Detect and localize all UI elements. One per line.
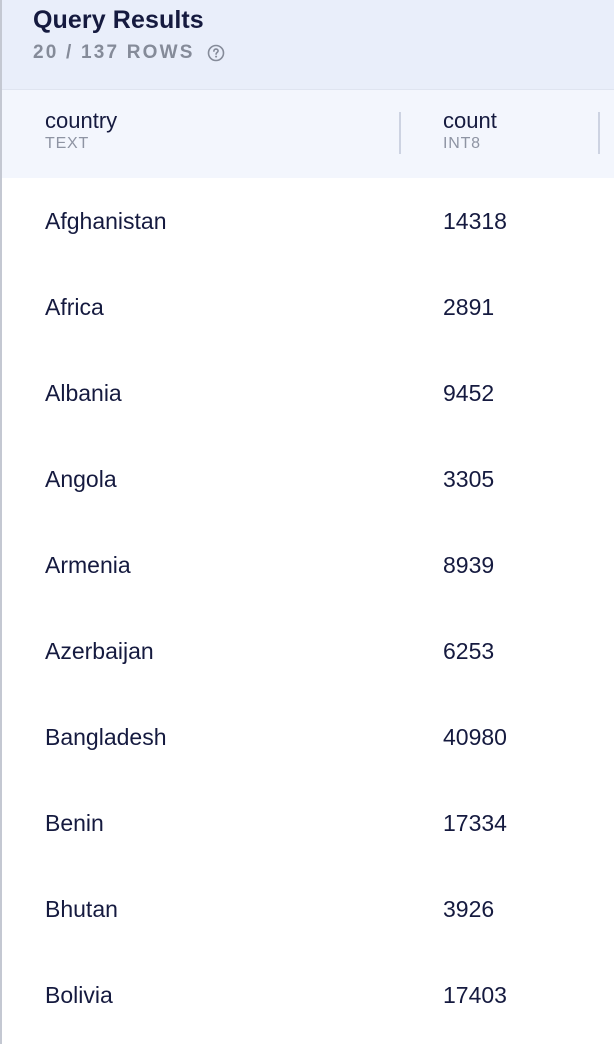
count-cell: 9452 xyxy=(443,380,495,406)
country-cell: Angola xyxy=(45,466,117,492)
row-count-label: 20 / 137 ROWS xyxy=(33,42,614,64)
results-table-body: Afghanistan 14318 Africa 2891 Albania 94… xyxy=(2,178,614,1038)
panel-title: Query Results xyxy=(33,6,204,34)
table-row: Azerbaijan 6253 xyxy=(2,608,614,694)
country-cell: Afghanistan xyxy=(45,208,167,234)
country-cell: Benin xyxy=(45,810,104,836)
count-cell: 17334 xyxy=(443,810,507,836)
table-row: Benin 17334 xyxy=(2,780,614,866)
table-row: Bangladesh 40980 xyxy=(2,694,614,780)
country-cell: Africa xyxy=(45,294,104,320)
count-cell: 3926 xyxy=(443,896,495,922)
column-resize-handle[interactable] xyxy=(399,112,401,154)
row-count-text: 20 / 137 ROWS xyxy=(33,42,195,63)
results-header: Query Results 20 / 137 ROWS xyxy=(2,0,614,90)
table-row: Afghanistan 14318 xyxy=(2,178,614,264)
country-cell: Azerbaijan xyxy=(45,638,154,664)
country-cell: Albania xyxy=(45,380,122,406)
column-header-country[interactable]: country TEXT xyxy=(45,108,117,154)
table-row: Albania 9452 xyxy=(2,350,614,436)
column-header-row: country TEXT count INT8 xyxy=(2,90,614,178)
count-cell: 17403 xyxy=(443,982,507,1008)
column-name: count xyxy=(443,108,497,133)
column-header-count[interactable]: count INT8 xyxy=(443,108,497,154)
count-cell: 8939 xyxy=(443,552,495,578)
country-cell: Bangladesh xyxy=(45,724,167,750)
count-cell: 40980 xyxy=(443,724,507,750)
table-row: Bolivia 17403 xyxy=(2,952,614,1038)
column-type: TEXT xyxy=(45,135,90,152)
count-cell: 3305 xyxy=(443,466,495,492)
column-resize-handle[interactable] xyxy=(598,112,600,154)
country-cell: Bolivia xyxy=(45,982,113,1008)
table-row: Angola 3305 xyxy=(2,436,614,522)
question-circle-icon[interactable] xyxy=(207,44,225,62)
table-row: Africa 2891 xyxy=(2,264,614,350)
count-cell: 2891 xyxy=(443,294,495,320)
table-row: Armenia 8939 xyxy=(2,522,614,608)
country-cell: Bhutan xyxy=(45,896,118,922)
column-type: INT8 xyxy=(443,135,481,152)
count-cell: 6253 xyxy=(443,638,495,664)
column-name: country xyxy=(45,108,118,133)
country-cell: Armenia xyxy=(45,552,131,578)
count-cell: 14318 xyxy=(443,208,507,234)
table-row: Bhutan 3926 xyxy=(2,866,614,952)
